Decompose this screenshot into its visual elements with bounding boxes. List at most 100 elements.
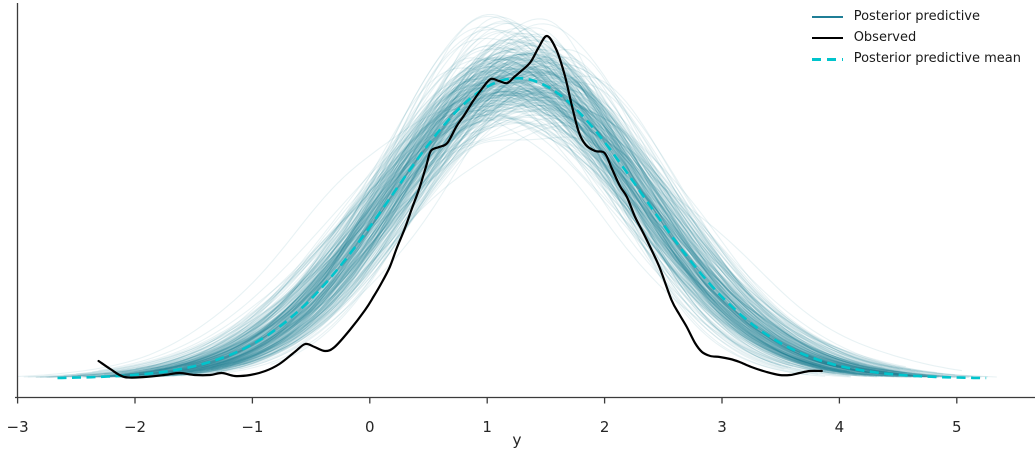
posterior-predictive-sample-curve (130, 78, 851, 377)
posterior-predictive-sample-curve (222, 31, 837, 375)
posterior-predictive-sample-curve (216, 57, 938, 378)
posterior-predictive-sample-curve (149, 116, 900, 370)
posterior-predictive-sample-curve (130, 77, 832, 376)
x-tick-label: 3 (717, 418, 727, 436)
posterior-predictive-sample-curve (46, 122, 937, 378)
posterior-predictive-sample-curve (212, 53, 828, 370)
posterior-predictive-sample-curve (216, 27, 803, 372)
posterior-predictive-sample-curve (71, 115, 885, 376)
posterior-predictive-sample-curve (173, 65, 877, 377)
posterior-predictive-sample-curve (64, 105, 875, 378)
posterior-predictive-sample-curve (63, 136, 906, 377)
posterior-predictive-sample-curve (23, 119, 919, 378)
posterior-predictive-sample-curve (209, 69, 900, 373)
posterior-predictive-sample-curve (182, 77, 873, 375)
posterior-predictive-sample-curve (77, 100, 894, 376)
posterior-predictive-sample-curve (187, 60, 898, 377)
posterior-predictive-sample-curve (172, 90, 921, 376)
posterior-predictive-sample-curve (151, 94, 921, 377)
posterior-predictive-sample-curve (113, 76, 873, 377)
posterior-predictive-sample-curve (128, 99, 845, 375)
posterior-predictive-sample-curve (200, 79, 832, 366)
posterior-predictive-sample-curve (199, 56, 808, 371)
posterior-predictive-sample-curve (237, 51, 867, 372)
posterior-predictive-sample-curve (162, 53, 849, 377)
posterior-predictive-sample-curve (193, 56, 905, 375)
posterior-predictive-sample-curve (158, 86, 814, 371)
posterior-predictive-sample-curve (152, 64, 870, 376)
x-tick-label: 5 (952, 418, 962, 436)
posterior-predictive-sample-curve (196, 68, 903, 378)
x-tick-label: 0 (365, 418, 375, 436)
x-tick-label: −2 (124, 418, 146, 436)
posterior-predictive-sample-curve (119, 105, 861, 374)
posterior-predictive-sample-curve (142, 92, 921, 378)
posterior-predictive-sample-curve (122, 66, 922, 378)
posterior-predictive-sample-curve (99, 96, 895, 378)
legend-item-observed: Observed (811, 30, 1021, 46)
posterior-predictive-sample-curve (190, 66, 868, 374)
posterior-predictive-sample-curve (129, 82, 862, 377)
posterior-predictive-mean-curve (57, 76, 987, 380)
posterior-predictive-sample-curve (159, 68, 925, 378)
legend-label-posterior-predictive-mean: Posterior predictive mean (853, 51, 1021, 66)
posterior-predictive-sample-curve (85, 88, 855, 378)
posterior-predictive-sample-curve (135, 80, 870, 378)
posterior-predictive-sample-curve (108, 58, 794, 377)
posterior-predictive-sample-curve (138, 46, 843, 377)
posterior-predictive-sample-curve (94, 69, 849, 378)
posterior-predictive-sample-curve (169, 80, 911, 375)
posterior-predictive-sample-curve (48, 85, 822, 378)
posterior-predictive-sample-curve (104, 102, 853, 375)
posterior-predictive-sample-curve (210, 71, 848, 370)
posterior-predictive-sample-curve (193, 65, 888, 377)
posterior-predictive-sample-curve (228, 39, 900, 377)
posterior-predictive-sample-curve (177, 57, 849, 377)
posterior-predictive-sample-curve (187, 79, 855, 373)
posterior-predictive-sample-curve (108, 66, 836, 378)
posterior-predictive-sample-curve (150, 98, 900, 373)
posterior-predictive-sample-curve (161, 79, 950, 377)
posterior-predictive-sample-curve (187, 30, 851, 377)
posterior-predictive-sample-curve (161, 42, 845, 376)
posterior-predictive-sample-curve (157, 109, 908, 376)
posterior-predictive-sample-curve (162, 66, 915, 377)
posterior-predictive-sample-curve (164, 104, 865, 371)
posterior-predictive-sample-curve (166, 81, 952, 378)
posterior-predictive-sample-curve (164, 76, 826, 370)
posterior-predictive-sample-curve (109, 65, 882, 378)
posterior-predictive-sample-curve (188, 40, 856, 373)
posterior-predictive-sample-curve (108, 81, 850, 377)
posterior-predictive-sample-curve (182, 68, 910, 376)
posterior-predictive-sample-curve (45, 99, 877, 378)
posterior-predictive-sample-curve (130, 107, 911, 376)
posterior-predictive-sample-curve (136, 102, 924, 376)
posterior-predictive-sample-curve (145, 94, 939, 378)
posterior-predictive-sample-curve (175, 69, 848, 373)
posterior-predictive-sample-curve (135, 87, 847, 372)
posterior-predictive-sample-curve (178, 72, 821, 369)
posterior-predictive-sample-curve (112, 83, 863, 377)
posterior-predictive-sample-curve (194, 44, 773, 367)
posterior-predictive-sample-curve (144, 69, 845, 377)
observed-line-icon (811, 37, 843, 39)
posterior-predictive-sample-curve (199, 59, 883, 377)
posterior-predictive-sample-curve (223, 48, 867, 377)
posterior-predictive-sample-curve (180, 40, 839, 377)
posterior-predictive-sample-curve (158, 53, 854, 376)
posterior-predictive-sample-curve (124, 71, 807, 377)
posterior-predictive-sample-curve (152, 93, 929, 376)
posterior-predictive-sample-curve (153, 76, 890, 377)
posterior-predictive-sample-curve (95, 81, 958, 378)
legend-label-posterior-predictive: Posterior predictive (853, 9, 980, 24)
posterior-predictive-sample-curve (120, 81, 867, 376)
posterior-predictive-sample-curve (109, 63, 878, 378)
posterior-predictive-sample-curve (94, 89, 899, 377)
posterior-predictive-sample-curve (231, 51, 910, 378)
posterior-predictive-sample-curve (98, 110, 869, 374)
posterior-predictive-sample-curve (113, 109, 883, 373)
posterior-predictive-sample-curve (222, 32, 872, 377)
posterior-predictive-sample-curve (183, 86, 927, 377)
posterior-predictive-sample-curve (153, 71, 858, 378)
